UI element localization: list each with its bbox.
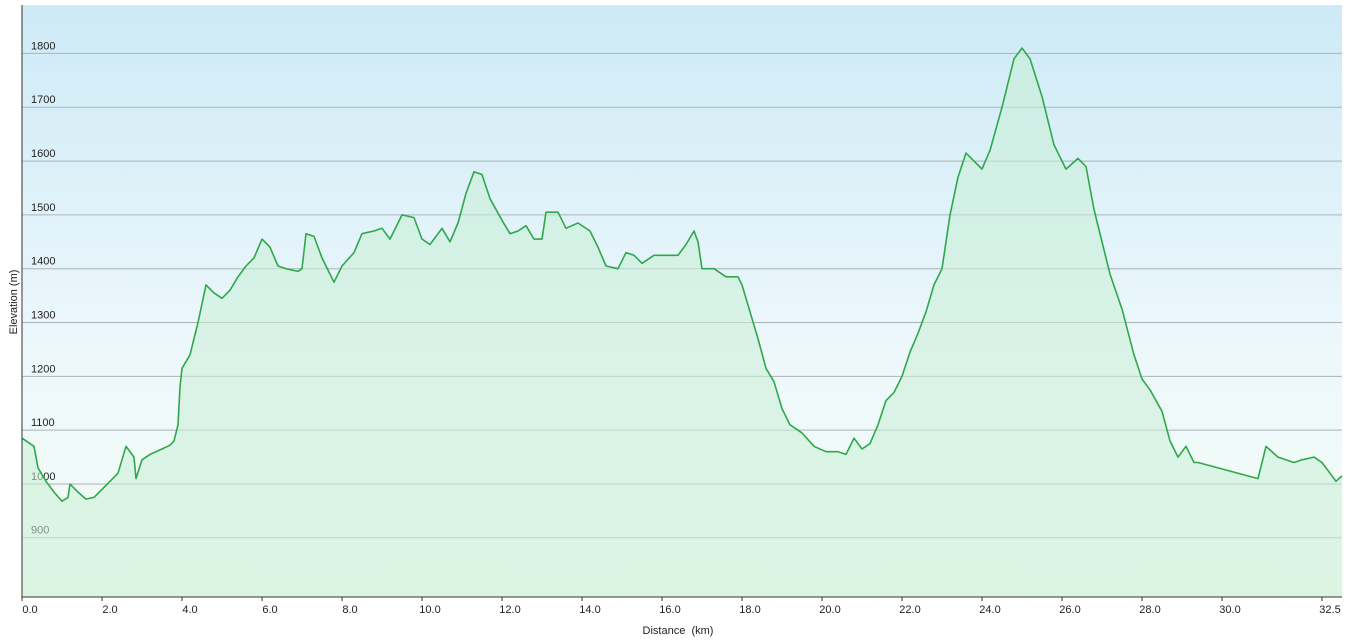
- x-tick-label: 6.0: [262, 604, 277, 616]
- y-tick-label: 1400: [31, 256, 55, 268]
- y-tick-label: 1800: [31, 40, 55, 52]
- y-tick-label: 1600: [31, 148, 55, 160]
- x-tick-label: 8.0: [342, 604, 357, 616]
- elevation-line: [21, 47, 1343, 502]
- x-tick-label: 4.0: [182, 604, 197, 616]
- y-tick-label: 1100: [31, 417, 55, 429]
- x-tick-label: 26.0: [1059, 604, 1080, 616]
- y-tick-label: 1700: [31, 94, 55, 106]
- x-tick-label: 12.0: [499, 604, 520, 616]
- x-tick-label: 16.0: [659, 604, 680, 616]
- y-axis-label: Elevation (m): [8, 270, 20, 335]
- x-tick-label: 14.0: [579, 604, 600, 616]
- y-tick-label: 1500: [31, 202, 55, 214]
- x-tick-label: 2.0: [102, 604, 117, 616]
- elevation-area: [22, 48, 1342, 598]
- x-tick-label: 22.0: [899, 604, 920, 616]
- x-tick-label: 24.0: [979, 604, 1000, 616]
- x-tick-label: 30.0: [1219, 604, 1240, 616]
- x-tick-label: 10.0: [419, 604, 440, 616]
- x-tick-label: 0.0: [22, 604, 37, 616]
- x-tick-label: 32.5: [1319, 604, 1340, 616]
- y-tick-label: 1300: [31, 309, 55, 321]
- x-tick-label: 28.0: [1139, 604, 1160, 616]
- y-tick-label: 1200: [31, 363, 55, 375]
- x-tick-label: 20.0: [819, 604, 840, 616]
- x-axis-label: Distance (km): [643, 625, 714, 637]
- x-tick-label: 18.0: [739, 604, 760, 616]
